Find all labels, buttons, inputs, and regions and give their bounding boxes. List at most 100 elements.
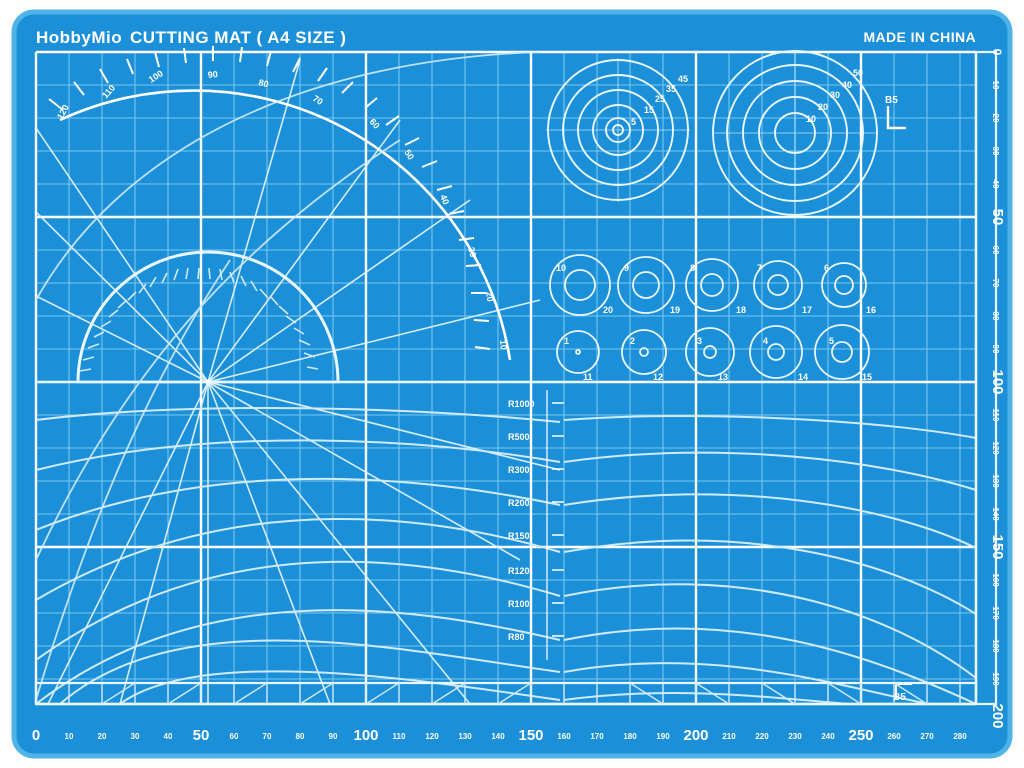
svg-text:6: 6: [824, 263, 829, 273]
svg-text:35: 35: [666, 84, 676, 94]
svg-text:19: 19: [670, 305, 680, 315]
svg-text:10: 10: [991, 81, 1000, 90]
svg-text:R100: R100: [508, 599, 530, 609]
svg-text:120: 120: [425, 732, 439, 741]
svg-text:90: 90: [329, 732, 338, 741]
svg-text:11: 11: [583, 372, 593, 382]
svg-text:80: 80: [991, 312, 1000, 321]
svg-text:20: 20: [818, 102, 828, 112]
large-protractor-arc: [59, 89, 512, 361]
right-ruler-labels: 0 10 20 30 40 50 60 70 80 90 100 110 120…: [989, 49, 1006, 729]
svg-text:50: 50: [402, 148, 416, 162]
large-arc-ticks: [48, 46, 491, 350]
svg-text:90: 90: [207, 69, 218, 80]
svg-text:80: 80: [296, 732, 305, 741]
svg-text:1: 1: [564, 336, 569, 346]
svg-text:150: 150: [989, 534, 1006, 559]
svg-text:130: 130: [458, 732, 472, 741]
mat-body: [11, 9, 1013, 759]
svg-text:150: 150: [518, 727, 543, 744]
svg-text:9: 9: [624, 263, 629, 273]
svg-text:60: 60: [991, 246, 1000, 255]
svg-text:B5: B5: [885, 95, 898, 106]
svg-text:40: 40: [842, 80, 852, 90]
svg-text:230: 230: [788, 732, 802, 741]
circle-grid-row-top: [549, 254, 867, 316]
svg-text:250: 250: [848, 727, 873, 744]
svg-text:140: 140: [991, 507, 1000, 521]
svg-text:5: 5: [631, 117, 636, 127]
svg-text:220: 220: [755, 732, 769, 741]
svg-text:120: 120: [991, 441, 1000, 455]
svg-text:12: 12: [653, 372, 663, 382]
svg-text:50: 50: [193, 727, 210, 744]
svg-text:10: 10: [65, 732, 74, 741]
svg-text:60: 60: [230, 732, 239, 741]
svg-text:30: 30: [830, 90, 840, 100]
radius-guide-ticks: [546, 390, 564, 660]
svg-text:160: 160: [991, 573, 1000, 587]
target-left-labels: 5 15 25 35 45: [631, 74, 688, 127]
circle-grid-row-bottom-labels: 1 2 3 4 5 11 12 13 14 15: [564, 336, 872, 382]
radiating-lines: [36, 59, 600, 704]
radius-curves: [36, 406, 976, 704]
svg-text:17: 17: [802, 305, 812, 315]
svg-text:10: 10: [556, 263, 566, 273]
svg-text:210: 210: [722, 732, 736, 741]
origin-label: MADE IN CHINA: [863, 29, 976, 45]
svg-text:30: 30: [466, 246, 478, 258]
svg-text:20: 20: [991, 114, 1000, 123]
svg-text:15: 15: [862, 372, 872, 382]
svg-text:190: 190: [656, 732, 670, 741]
svg-text:B5: B5: [893, 692, 906, 703]
svg-text:20: 20: [603, 305, 613, 315]
svg-text:10: 10: [498, 339, 509, 350]
circle-grid-row-bottom: [556, 324, 870, 380]
svg-text:140: 140: [491, 732, 505, 741]
svg-text:110: 110: [991, 409, 1000, 422]
svg-text:0: 0: [32, 727, 40, 744]
svg-text:270: 270: [920, 732, 934, 741]
svg-text:280: 280: [953, 732, 967, 741]
svg-text:160: 160: [557, 732, 571, 741]
bottom-ruler-labels: 0 10 20 30 40 50 60 70 80 90 100 110 120…: [32, 727, 967, 744]
svg-text:8: 8: [690, 263, 695, 273]
svg-text:R1000: R1000: [508, 399, 535, 409]
svg-text:10: 10: [806, 114, 816, 124]
svg-text:240: 240: [821, 732, 835, 741]
svg-text:5: 5: [829, 336, 834, 346]
svg-text:170: 170: [991, 606, 1000, 620]
target-right: [712, 50, 878, 216]
svg-text:14: 14: [798, 372, 808, 382]
svg-text:110: 110: [393, 732, 406, 741]
svg-text:4: 4: [763, 336, 768, 346]
svg-text:25: 25: [655, 94, 665, 104]
svg-text:130: 130: [991, 474, 1000, 488]
svg-text:60: 60: [368, 117, 382, 131]
target-left: [546, 58, 690, 202]
svg-text:40: 40: [991, 180, 1000, 189]
svg-text:R80: R80: [508, 632, 525, 642]
svg-text:190: 190: [991, 672, 1000, 686]
svg-text:170: 170: [590, 732, 604, 741]
svg-text:180: 180: [991, 639, 1000, 653]
page-title: CUTTING MAT ( A4 SIZE ): [130, 28, 346, 47]
svg-text:100: 100: [989, 369, 1006, 394]
svg-text:70: 70: [991, 279, 1000, 288]
circle-grid-row-top-labels: 10 9 8 7 6 20 19 18 17 16: [556, 263, 876, 315]
svg-text:200: 200: [683, 727, 708, 744]
target-right-labels: 10 20 30 40 50: [806, 68, 863, 124]
svg-text:R300: R300: [508, 465, 530, 475]
svg-text:50: 50: [853, 68, 863, 78]
brand-label: HobbyMio: [36, 28, 122, 47]
svg-text:2: 2: [630, 336, 635, 346]
sweep-arcs: [36, 52, 541, 701]
paper-mark-b5-top: B5: [885, 95, 906, 130]
svg-text:R500: R500: [508, 432, 530, 442]
svg-text:3: 3: [697, 336, 702, 346]
svg-text:20: 20: [98, 732, 107, 741]
svg-text:30: 30: [131, 732, 140, 741]
svg-text:45: 45: [678, 74, 688, 84]
